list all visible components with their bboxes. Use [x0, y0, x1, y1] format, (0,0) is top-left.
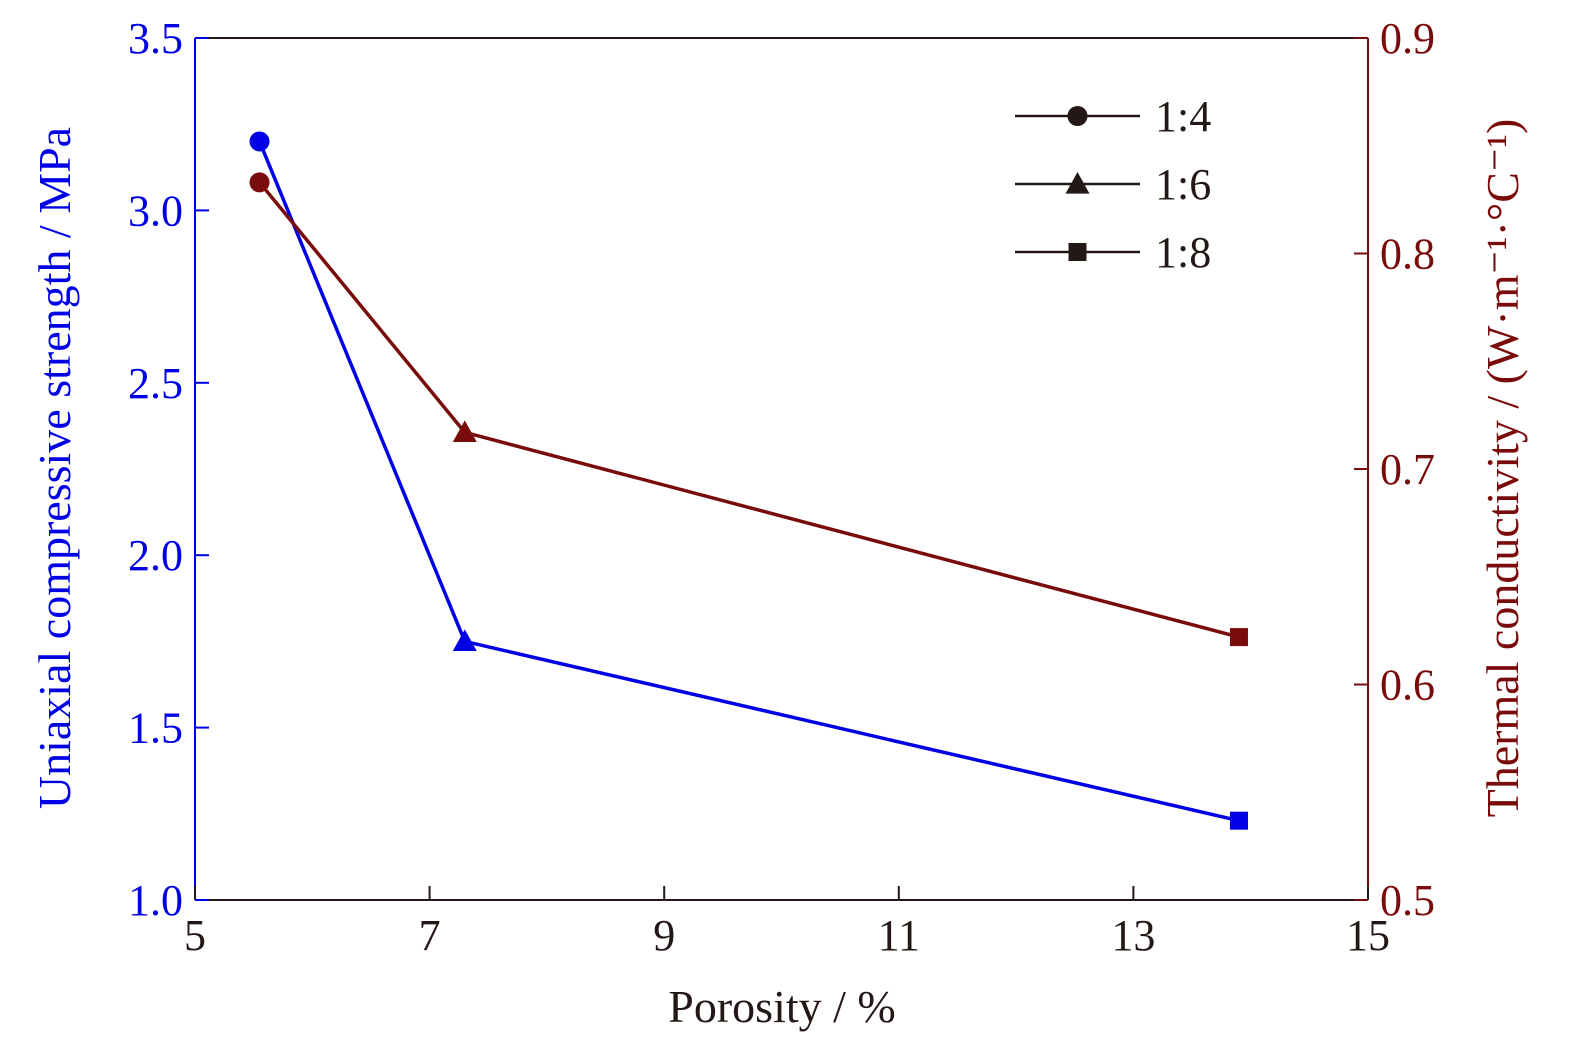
- legend-circle-marker: [1067, 106, 1088, 126]
- series-right-point-3: [1229, 628, 1248, 647]
- right-y-tick-label: 0.7: [1380, 445, 1435, 494]
- right-y-tick-label: 0.9: [1380, 14, 1435, 63]
- left-y-tick-label: 1.0: [128, 876, 183, 925]
- right-y-tick-label: 0.5: [1380, 876, 1435, 925]
- series-layer: [249, 131, 1248, 830]
- legend-label: 1:6: [1155, 160, 1211, 209]
- x-tick-label: 13: [1111, 911, 1155, 960]
- series-left-point-3: [1229, 811, 1248, 830]
- left-y-tick-label: 3.5: [128, 14, 183, 63]
- axes: 5 7 9 11 13 15 1.0 1.5 2.0 2.5 3.0 3.5 0.5 0.6 0.7 0.8 0…: [128, 14, 1435, 960]
- left-y-tick-label: 3.0: [128, 186, 183, 235]
- legend-label: 1:4: [1155, 92, 1211, 141]
- series-left-point-2: [452, 629, 477, 651]
- left-y-tick-label: 1.5: [128, 704, 183, 753]
- right-y-tick-label: 0.8: [1380, 230, 1435, 279]
- right-y-axis-title: Thermal conductivity / (W·m⁻¹·°C⁻¹): [1477, 119, 1528, 818]
- right-y-tick-label: 0.6: [1380, 661, 1435, 710]
- x-tick-label: 11: [878, 911, 920, 960]
- left-y-axis-title: Uniaxial compressive strength / MPa: [29, 127, 80, 809]
- x-tick-label: 15: [1346, 911, 1390, 960]
- x-tick-label: 7: [419, 911, 441, 960]
- legend-triangle-marker: [1065, 172, 1090, 194]
- left-y-tick-label: 2.5: [128, 359, 183, 408]
- series-left-line: [257, 140, 1240, 823]
- x-axis-title: Porosity / %: [668, 981, 895, 1032]
- series-right-point-2: [452, 420, 477, 442]
- series-right-line: [258, 181, 1240, 639]
- legend: 1:4 1:6 1:8: [1015, 92, 1211, 277]
- legend-square-marker: [1068, 243, 1087, 261]
- left-y-tick-label: 2.0: [128, 531, 183, 580]
- x-tick-label: 9: [653, 911, 675, 960]
- series-left-point-1: [249, 131, 270, 152]
- series-right-point-1: [249, 172, 270, 193]
- x-tick-label: 5: [184, 911, 206, 960]
- legend-label: 1:8: [1155, 228, 1211, 277]
